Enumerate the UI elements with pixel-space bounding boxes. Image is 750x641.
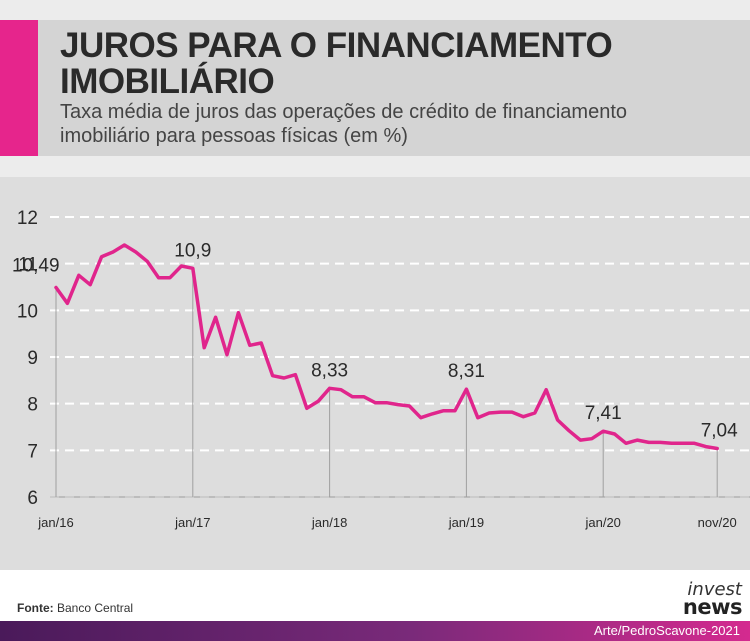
data-label: 7,04 xyxy=(701,420,738,441)
y-tick-label: 8 xyxy=(27,395,38,416)
y-tick-label: 11 xyxy=(18,255,38,276)
title-line-2: IMOBILIÁRIO xyxy=(60,62,275,101)
chart-title: JUROS PARA O FINANCIAMENTO IMOBILIÁRIO xyxy=(60,28,740,100)
accent-bar xyxy=(0,20,38,156)
subtitle-line-1: Taxa média de juros das operações de cré… xyxy=(60,101,628,123)
data-label: 7,41 xyxy=(585,403,622,424)
x-tick-label: jan/19 xyxy=(448,515,484,530)
chart-subtitle: Taxa média de juros das operações de cré… xyxy=(60,100,740,148)
source-label: Fonte: xyxy=(17,601,54,615)
data-label: 8,31 xyxy=(448,361,485,382)
logo-bottom: news xyxy=(682,595,743,619)
data-label: 8,33 xyxy=(311,360,348,381)
footer: Fonte: Banco Central invest news xyxy=(0,570,750,621)
x-tick-label: jan/17 xyxy=(174,515,210,530)
data-label: 10,9 xyxy=(174,240,211,261)
y-tick-label: 12 xyxy=(17,208,38,229)
plot-area: 6 7 8 9 10 11 12 jan/16 jan/17 jan/18 jan/19 jan/20… xyxy=(0,177,750,570)
source-value: Banco Central xyxy=(57,601,134,615)
x-tick-label: jan/16 xyxy=(37,515,73,530)
subtitle-line-2: imobiliário para pessoas físicas (em %) xyxy=(60,125,408,147)
header: JUROS PARA O FINANCIAMENTO IMOBILIÁRIO T… xyxy=(0,20,750,156)
credit-bar: Arte/PedroScavone-2021 xyxy=(0,621,750,641)
y-tick-label: 9 xyxy=(27,348,38,369)
x-tick-label: nov/20 xyxy=(698,515,737,530)
art-credit: Arte/PedroScavone-2021 xyxy=(594,623,740,638)
y-tick-label: 10 xyxy=(17,301,38,322)
x-tick-label: jan/18 xyxy=(311,515,347,530)
y-tick-label: 7 xyxy=(27,441,38,462)
line-chart: 6 7 8 9 10 11 12 jan/16 jan/17 jan/18 jan/19 jan/20… xyxy=(12,208,750,530)
y-tick-label: 6 xyxy=(27,488,38,509)
investnews-logo: invest news xyxy=(682,579,743,619)
logo-top: invest xyxy=(687,579,742,600)
title-line-1: JUROS PARA O FINANCIAMENTO xyxy=(60,26,613,65)
x-tick-label: jan/20 xyxy=(584,515,620,530)
source-note: Fonte: Banco Central xyxy=(17,601,133,615)
data-label: 10,49 xyxy=(12,255,60,276)
